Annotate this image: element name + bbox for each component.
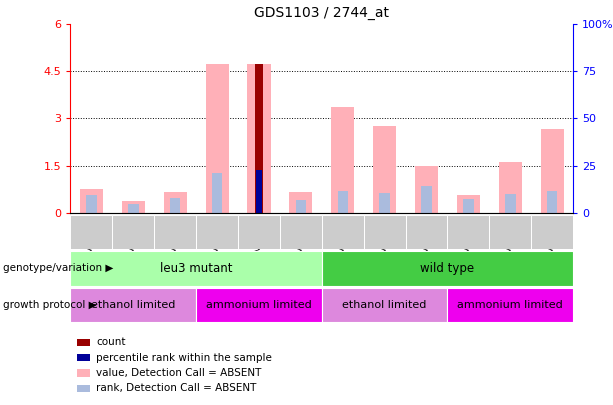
Bar <box>255 64 263 213</box>
Text: value, Detection Call = ABSENT: value, Detection Call = ABSENT <box>96 368 262 378</box>
Bar <box>322 251 573 286</box>
Text: genotype/variation ▶: genotype/variation ▶ <box>3 263 113 273</box>
Bar <box>280 215 322 249</box>
Bar <box>248 64 270 213</box>
Text: growth protocol ▶: growth protocol ▶ <box>3 300 97 310</box>
Bar <box>499 162 522 213</box>
Bar <box>170 198 180 213</box>
Bar <box>373 126 396 213</box>
Text: count: count <box>96 337 126 347</box>
Title: GDS1103 / 2744_at: GDS1103 / 2744_at <box>254 6 389 21</box>
Bar <box>447 288 573 322</box>
Bar <box>86 195 97 213</box>
Bar <box>70 251 322 286</box>
Bar <box>421 186 432 213</box>
Bar <box>379 193 390 213</box>
Bar <box>70 288 196 322</box>
Bar <box>531 215 573 249</box>
Bar <box>489 215 531 249</box>
Bar <box>364 215 406 249</box>
Bar <box>331 107 354 213</box>
Bar <box>196 215 238 249</box>
Text: ethanol limited: ethanol limited <box>343 300 427 310</box>
Bar <box>295 200 306 213</box>
Text: percentile rank within the sample: percentile rank within the sample <box>96 353 272 362</box>
Text: wild type: wild type <box>421 262 474 275</box>
Bar <box>289 192 313 213</box>
Text: ammonium limited: ammonium limited <box>206 300 312 310</box>
Text: ammonium limited: ammonium limited <box>457 300 563 310</box>
Text: leu3 mutant: leu3 mutant <box>160 262 232 275</box>
Bar <box>505 194 516 213</box>
Bar <box>322 215 364 249</box>
Bar <box>457 195 480 213</box>
Text: rank, Detection Call = ABSENT: rank, Detection Call = ABSENT <box>96 384 257 393</box>
Bar <box>547 191 557 213</box>
Bar <box>238 215 280 249</box>
Bar <box>164 192 187 213</box>
Text: ethanol limited: ethanol limited <box>91 300 175 310</box>
Bar <box>112 215 154 249</box>
Bar <box>541 130 564 213</box>
Bar <box>406 215 447 249</box>
Bar <box>415 166 438 213</box>
Bar <box>447 215 489 249</box>
Bar <box>196 288 322 322</box>
Bar <box>80 189 103 213</box>
Bar <box>212 173 223 213</box>
Bar <box>70 215 112 249</box>
Bar <box>128 204 139 213</box>
Bar <box>154 215 196 249</box>
Bar <box>463 199 474 213</box>
Bar <box>205 64 229 213</box>
Bar <box>122 201 145 213</box>
Bar <box>256 170 262 213</box>
Bar <box>338 191 348 213</box>
Bar <box>322 288 447 322</box>
